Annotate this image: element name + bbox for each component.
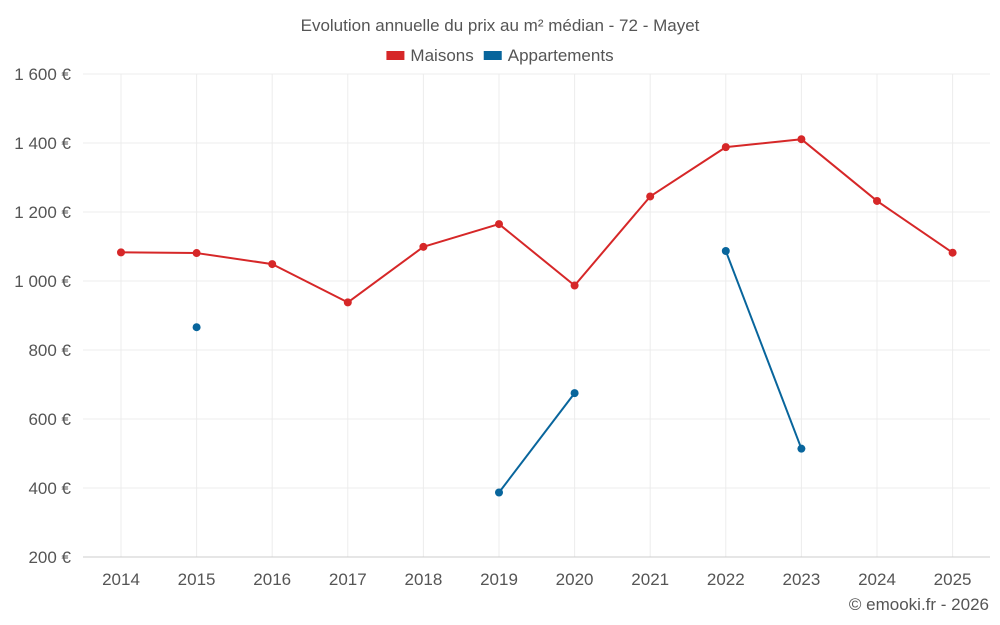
x-gridlines bbox=[120, 74, 954, 557]
series-layer bbox=[117, 135, 957, 497]
x-tick-label: 2014 bbox=[102, 570, 140, 589]
legend-item-maisons[interactable]: Maisons bbox=[386, 46, 474, 65]
y-tick-label: 1 200 € bbox=[14, 203, 71, 222]
x-tick-label: 2023 bbox=[782, 570, 820, 589]
point-maisons-2023[interactable] bbox=[797, 135, 806, 144]
x-tick-label: 2019 bbox=[480, 570, 518, 589]
point-maisons-2015[interactable] bbox=[192, 249, 201, 258]
x-tick-label: 2016 bbox=[253, 570, 291, 589]
y-tick-label: 400 € bbox=[28, 479, 71, 498]
point-maisons-2022[interactable] bbox=[721, 143, 730, 152]
point-maisons-2024[interactable] bbox=[873, 196, 881, 205]
point-maisons-2019[interactable] bbox=[495, 220, 503, 229]
x-tick-label: 2022 bbox=[707, 570, 745, 589]
point-maisons-2017[interactable] bbox=[343, 298, 352, 307]
series-line-appartements bbox=[724, 250, 803, 450]
x-tick-label: 2024 bbox=[858, 570, 896, 589]
x-tick-labels: 2014 2015 2016 2017 2018 2019 2020 2021 2022 2023… bbox=[102, 570, 971, 589]
y-tick-label: 600 € bbox=[28, 410, 71, 429]
point-appartements-2015[interactable] bbox=[192, 323, 201, 332]
series-line-appartements bbox=[498, 392, 576, 494]
legend-swatch bbox=[483, 51, 502, 60]
chart-title: Evolution annuelle du prix au m² médian … bbox=[301, 16, 700, 35]
point-maisons-2018[interactable] bbox=[419, 242, 428, 251]
point-maisons-2014[interactable] bbox=[117, 248, 125, 257]
y-tick-label: 200 € bbox=[28, 548, 71, 567]
point-appartements-2022[interactable] bbox=[721, 246, 730, 255]
legend: Maisons Appartements bbox=[386, 46, 614, 65]
legend-label: Appartements bbox=[508, 46, 614, 65]
x-tick-label: 2018 bbox=[404, 570, 442, 589]
x-tick-label: 2020 bbox=[556, 570, 594, 589]
point-maisons-2021[interactable] bbox=[646, 192, 655, 201]
point-maisons-2020[interactable] bbox=[570, 281, 579, 290]
point-appartements-2019[interactable] bbox=[495, 488, 503, 497]
legend-item-appartements[interactable]: Appartements bbox=[483, 46, 614, 65]
point-appartements-2023[interactable] bbox=[797, 444, 806, 453]
y-tick-label: 1 600 € bbox=[14, 65, 71, 84]
point-appartements-2020[interactable] bbox=[570, 389, 579, 398]
legend-swatch bbox=[386, 51, 405, 60]
y-tick-labels: 200 € 400 € 600 € 800 € 1 000 € 1 200 € 1 400 … bbox=[14, 65, 71, 567]
x-tick-label: 2025 bbox=[934, 570, 972, 589]
x-tick-label: 2015 bbox=[178, 570, 216, 589]
point-maisons-2016[interactable] bbox=[268, 260, 277, 269]
y-tick-label: 800 € bbox=[28, 341, 71, 360]
credit-text: © emooki.fr - 2026 bbox=[849, 595, 989, 614]
x-tick-label: 2021 bbox=[631, 570, 669, 589]
series-appartements bbox=[192, 246, 806, 497]
series-maisons bbox=[117, 135, 957, 307]
point-maisons-2025[interactable] bbox=[948, 248, 957, 257]
x-tick-label: 2017 bbox=[329, 570, 367, 589]
y-gridlines bbox=[83, 73, 990, 558]
series-line-maisons bbox=[120, 138, 954, 304]
y-tick-label: 1 400 € bbox=[14, 134, 71, 153]
y-tick-label: 1 000 € bbox=[14, 272, 71, 291]
legend-label: Maisons bbox=[410, 46, 473, 65]
